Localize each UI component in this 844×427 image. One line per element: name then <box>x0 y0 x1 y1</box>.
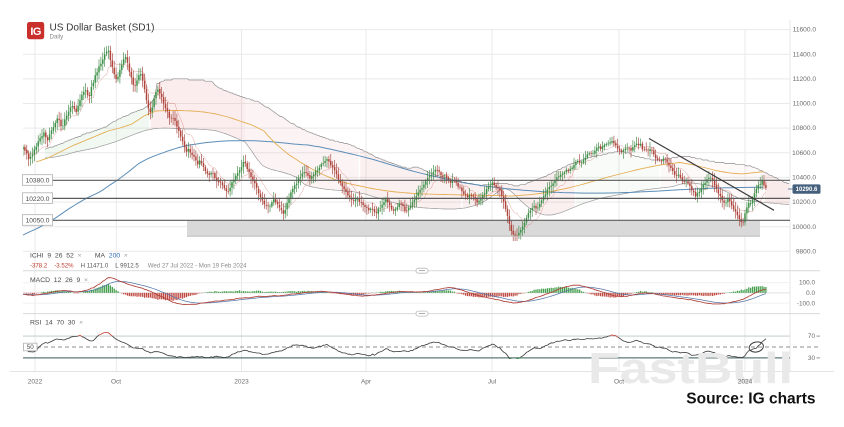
svg-text:10220.0: 10220.0 <box>26 196 50 203</box>
svg-text:10600.0: 10600.0 <box>792 150 816 157</box>
svg-text:2023: 2023 <box>234 378 249 385</box>
svg-text:10290.6: 10290.6 <box>796 187 818 193</box>
svg-text:Jul: Jul <box>488 378 497 385</box>
svg-text:Apr: Apr <box>361 378 372 385</box>
svg-text:10400.0: 10400.0 <box>792 175 816 182</box>
svg-text:Oct: Oct <box>111 378 121 385</box>
svg-text:IG: IG <box>30 26 40 38</box>
svg-text:-100.0: -100.0 <box>797 300 816 307</box>
svg-text:11200.0: 11200.0 <box>793 76 817 83</box>
svg-text:9800.0: 9800.0 <box>796 248 817 255</box>
svg-text:FastBull: FastBull <box>588 344 793 393</box>
svg-text:2024: 2024 <box>738 378 753 385</box>
svg-text:11400.0: 11400.0 <box>793 51 817 58</box>
svg-text:10800.0: 10800.0 <box>792 125 816 132</box>
svg-text:10200.0: 10200.0 <box>792 199 816 206</box>
svg-text:11000.0: 11000.0 <box>793 101 817 108</box>
svg-text:10050.0: 10050.0 <box>26 218 50 225</box>
svg-text:10000.0: 10000.0 <box>792 224 816 231</box>
svg-text:30: 30 <box>808 355 816 362</box>
svg-text:-378.2-3.52%H 11471.0L 9912.5W: -378.2 -3.52% H 11471.0 L 9912.5 Wed 27 Jul … <box>30 262 247 269</box>
svg-text:10380.0: 10380.0 <box>26 178 50 185</box>
svg-text:0.0: 0.0 <box>806 290 815 297</box>
svg-text:Source: IG charts: Source: IG charts <box>686 391 815 408</box>
svg-text:RSI 14 70 30 ×: RSI 14 70 30 × <box>30 319 83 326</box>
svg-text:100.0: 100.0 <box>799 280 815 287</box>
svg-text:2022: 2022 <box>28 378 43 385</box>
svg-text:MACD 12 26 9 ×: MACD 12 26 9 × <box>30 277 88 284</box>
svg-text:Daily: Daily <box>50 34 65 41</box>
svg-text:70: 70 <box>808 333 816 340</box>
svg-text:ICHI 9 26 52 × MA 2: ICHI 9 26 52 × MA 200 × <box>30 253 128 260</box>
svg-text:US Dollar Basket (SD1): US Dollar Basket (SD1) <box>50 23 155 34</box>
svg-text:Oct: Oct <box>614 378 624 385</box>
svg-text:11600.0: 11600.0 <box>793 27 817 34</box>
svg-text:50: 50 <box>27 344 34 351</box>
